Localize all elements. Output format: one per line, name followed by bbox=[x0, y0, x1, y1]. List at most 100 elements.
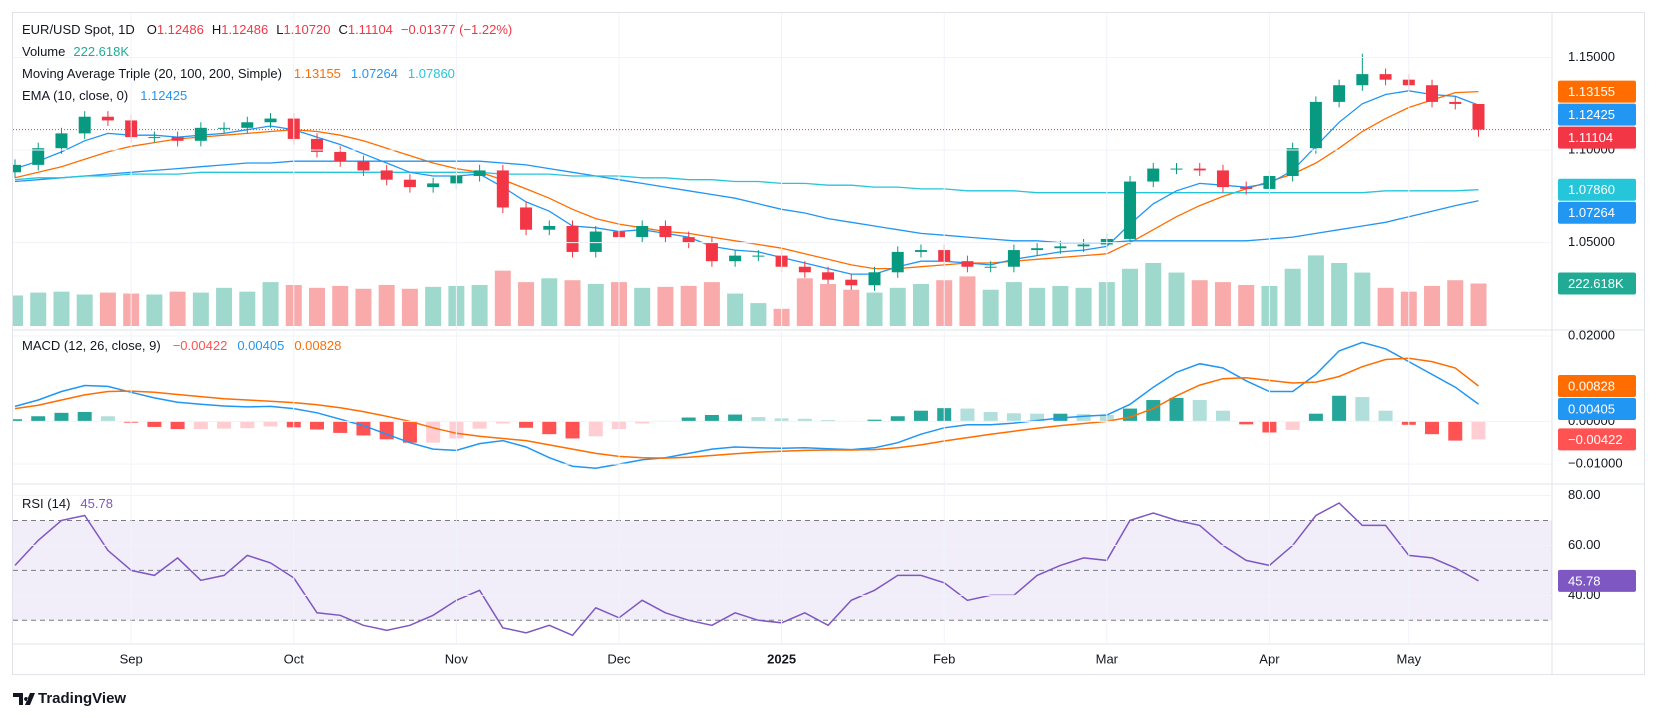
histogram-bar bbox=[1006, 413, 1021, 422]
candle-body bbox=[55, 133, 68, 149]
legend-name: RSI (14) bbox=[22, 496, 70, 511]
volume-bar bbox=[1331, 263, 1348, 326]
moving-average-line bbox=[14, 160, 1479, 244]
histogram-bar bbox=[333, 421, 348, 433]
candle-body bbox=[380, 170, 393, 180]
legend-value: 1.12425 bbox=[140, 88, 187, 103]
volume-bar bbox=[1214, 282, 1231, 326]
candle-body bbox=[1309, 101, 1322, 149]
candle-body bbox=[1286, 148, 1299, 176]
histogram-bar bbox=[635, 421, 650, 424]
volume-bar bbox=[262, 282, 279, 326]
volume-bar bbox=[1307, 255, 1324, 326]
moving-average-line bbox=[14, 171, 1479, 194]
histogram-bar bbox=[217, 421, 232, 429]
volume-bar bbox=[308, 287, 325, 326]
volume-bar bbox=[216, 287, 233, 326]
price-badge bbox=[1558, 569, 1636, 592]
candle-body bbox=[171, 137, 184, 141]
histogram-bar bbox=[54, 412, 69, 422]
volume-bar bbox=[1424, 285, 1441, 326]
legend-name: EMA (10, close, 0) bbox=[22, 88, 128, 103]
moving-average-line bbox=[14, 90, 1479, 275]
volume-bar bbox=[587, 284, 604, 326]
volume-bar bbox=[1075, 287, 1092, 326]
histogram-bar bbox=[913, 410, 928, 422]
price-badge-label: 0.00828 bbox=[1568, 378, 1615, 393]
y-tick-label: 80.00 bbox=[1568, 487, 1601, 502]
candle-body bbox=[589, 231, 602, 252]
volume-bar bbox=[564, 280, 581, 326]
histogram-bar bbox=[1425, 421, 1440, 435]
candle-body bbox=[427, 183, 440, 188]
legend-row: Moving Average Triple (20, 100, 200, Sim… bbox=[22, 66, 455, 81]
histogram-bar bbox=[542, 421, 557, 435]
volume-bar bbox=[355, 288, 372, 326]
price-badge-label: 1.07264 bbox=[1568, 205, 1615, 220]
candle-body bbox=[729, 255, 742, 262]
candle-body bbox=[868, 272, 881, 286]
price-badge bbox=[1558, 178, 1636, 201]
volume-bar bbox=[796, 278, 813, 326]
ohlc-value: 1.11104 bbox=[348, 22, 393, 37]
y-tick-label: 0.02000 bbox=[1568, 327, 1615, 342]
tradingview-logo[interactable]: TradingView bbox=[13, 690, 126, 707]
signal-line bbox=[14, 357, 1479, 459]
candle-body bbox=[798, 266, 811, 273]
logo-mark bbox=[13, 693, 35, 705]
histogram-bar bbox=[13, 419, 22, 422]
ohlc-key: L bbox=[276, 22, 283, 37]
histogram-bar bbox=[1448, 421, 1463, 441]
volume-bar bbox=[703, 282, 720, 326]
histogram-bar bbox=[728, 414, 743, 422]
x-tick-label: Mar bbox=[1096, 651, 1119, 666]
price-badge-label: 45.78 bbox=[1568, 573, 1601, 588]
volume-bar bbox=[518, 282, 535, 326]
histogram-bar bbox=[193, 421, 208, 430]
ohlc-key: C bbox=[338, 22, 347, 37]
histogram-bar bbox=[1192, 400, 1207, 422]
candle-body bbox=[659, 225, 672, 238]
x-tick-label: May bbox=[1397, 651, 1422, 666]
x-tick-label: Apr bbox=[1259, 651, 1280, 666]
legend-value: 222.618K bbox=[73, 44, 129, 59]
volume-bar bbox=[1470, 283, 1487, 326]
candle-body bbox=[636, 225, 649, 238]
volume-bar bbox=[1029, 287, 1046, 326]
volume-bar bbox=[146, 294, 163, 326]
volume-bar bbox=[1377, 287, 1394, 326]
ohlc-value: 1.12486 bbox=[221, 22, 268, 37]
histogram-bar bbox=[77, 411, 92, 422]
histogram-bar bbox=[1332, 395, 1347, 422]
histogram-bar bbox=[1355, 397, 1370, 422]
volume-bar bbox=[99, 292, 116, 326]
volume-bar bbox=[1284, 268, 1301, 326]
change-value: −0.01377 (−1.22%) bbox=[401, 22, 512, 37]
volume-bar bbox=[378, 284, 395, 326]
candle-body bbox=[403, 179, 416, 188]
volume-bar bbox=[541, 278, 558, 326]
candle-body bbox=[1007, 250, 1020, 267]
legend-name: Volume bbox=[22, 44, 65, 59]
symbol-title: EUR/USD Spot, 1D bbox=[22, 22, 135, 37]
volume-bar bbox=[332, 285, 349, 326]
histogram-bar bbox=[31, 416, 46, 422]
histogram-bar bbox=[1308, 413, 1323, 422]
volume-bar bbox=[1052, 285, 1069, 326]
histogram-bar bbox=[751, 417, 766, 422]
volume-bar bbox=[959, 276, 976, 326]
volume-bar bbox=[471, 284, 488, 326]
candle-body bbox=[148, 137, 161, 139]
x-tick-label: 2025 bbox=[767, 651, 796, 666]
candle-body bbox=[1147, 168, 1160, 182]
chart-frame bbox=[12, 12, 1645, 675]
candle-body bbox=[473, 170, 486, 176]
logo-text: TradingView bbox=[38, 690, 126, 707]
histogram-bar bbox=[309, 421, 324, 430]
candle-body bbox=[1124, 181, 1137, 239]
price-badge-label: 0.00405 bbox=[1568, 401, 1615, 416]
y-tick-label: 60.00 bbox=[1568, 537, 1601, 552]
candle-body bbox=[1356, 74, 1369, 86]
legend-value: 0.00828 bbox=[294, 338, 341, 353]
